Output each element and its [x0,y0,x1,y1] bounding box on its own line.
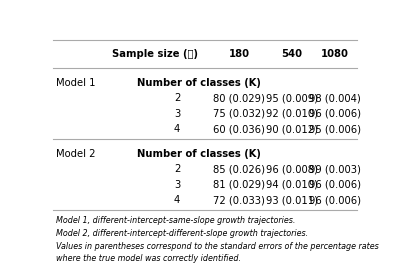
Text: 94 (0.010): 94 (0.010) [266,180,318,190]
Text: 92 (0.010): 92 (0.010) [266,109,318,119]
Text: 90 (0.012): 90 (0.012) [266,124,318,134]
Text: 98 (0.004): 98 (0.004) [309,93,361,103]
Text: 4: 4 [174,124,180,134]
Text: 96 (0.006): 96 (0.006) [309,109,361,119]
Text: 96 (0.006): 96 (0.006) [309,180,361,190]
Text: 95 (0.009): 95 (0.009) [266,93,318,103]
Text: where the true model was correctly identified.: where the true model was correctly ident… [56,254,241,263]
Text: 96 (0.006): 96 (0.006) [309,195,361,205]
Text: 80 (0.029): 80 (0.029) [213,93,265,103]
Text: 180: 180 [229,49,250,59]
Text: 1080: 1080 [321,49,349,59]
Text: Model 1: Model 1 [56,78,96,88]
Text: Number of classes (K): Number of classes (K) [137,149,261,159]
Text: 540: 540 [281,49,302,59]
Text: 72 (0.033): 72 (0.033) [213,195,265,205]
Text: 60 (0.036): 60 (0.036) [213,124,265,134]
Text: 99 (0.003): 99 (0.003) [309,164,361,174]
Text: 3: 3 [174,180,180,190]
Text: 2: 2 [174,93,180,103]
Text: Values in parentheses correspond to the standard errors of the percentage rates: Values in parentheses correspond to the … [56,242,379,250]
Text: 3: 3 [174,109,180,119]
Text: Sample size (𝑁): Sample size (𝑁) [112,49,198,59]
Text: 4: 4 [174,195,180,205]
Text: 75 (0.032): 75 (0.032) [213,109,265,119]
Text: Model 2: Model 2 [56,149,96,159]
Text: 96 (0.008): 96 (0.008) [266,164,318,174]
Text: 95 (0.006): 95 (0.006) [309,124,361,134]
Text: Number of classes (K): Number of classes (K) [137,78,261,88]
Text: 81 (0.029): 81 (0.029) [213,180,265,190]
Text: Model 1, different-intercept-same-slope growth trajectories.: Model 1, different-intercept-same-slope … [56,216,296,225]
Text: 85 (0.026): 85 (0.026) [213,164,265,174]
Text: 93 (0.011): 93 (0.011) [266,195,318,205]
Text: 2: 2 [174,164,180,174]
Text: Model 2, different-intercept-different-slope growth trajectories.: Model 2, different-intercept-different-s… [56,229,308,238]
